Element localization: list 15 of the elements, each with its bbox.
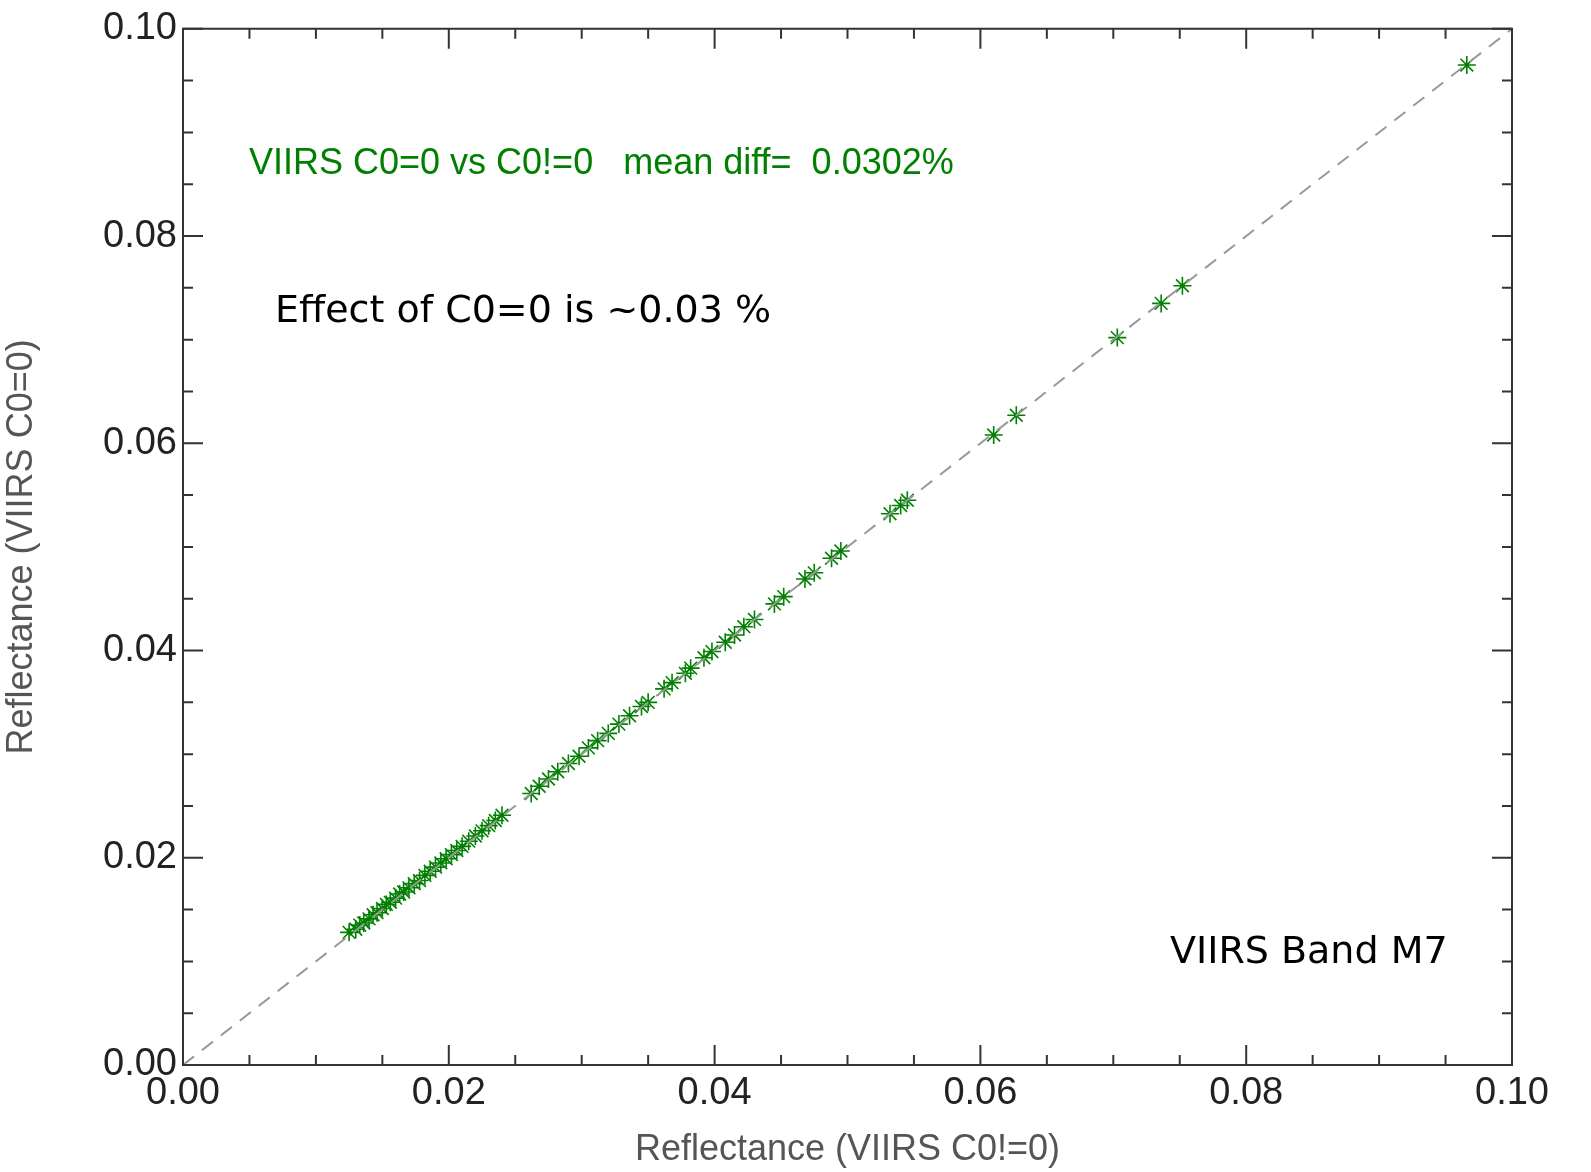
annotation: Effect of C0=0 is ~0.03 % bbox=[275, 286, 772, 331]
y-tick-label: 0.04 bbox=[103, 627, 177, 669]
y-tick-label: 0.10 bbox=[103, 5, 177, 48]
x-tick-label: 0.10 bbox=[1475, 1070, 1549, 1113]
x-tick-label: 0.02 bbox=[411, 1070, 486, 1113]
x-axis-title: Reflectance (VIIRS C0!=0) bbox=[634, 1127, 1061, 1169]
y-tick-label: 0.08 bbox=[103, 212, 177, 255]
y-axis-title: Reflectance (VIIRS C0=0) bbox=[0, 339, 40, 755]
y-tick-label: 0.06 bbox=[103, 419, 177, 462]
y-tick-label: 0.02 bbox=[103, 834, 177, 877]
x-tick-label: 0.06 bbox=[943, 1070, 1018, 1113]
x-tick-label: 0.04 bbox=[677, 1070, 752, 1113]
x-tick-label: 0.08 bbox=[1209, 1070, 1284, 1113]
text: VIIRS C0=0 vs C0!=0 mean diff= 0.0302% bbox=[249, 140, 954, 182]
annotation: VIIRS Band M7 bbox=[1170, 927, 1448, 972]
